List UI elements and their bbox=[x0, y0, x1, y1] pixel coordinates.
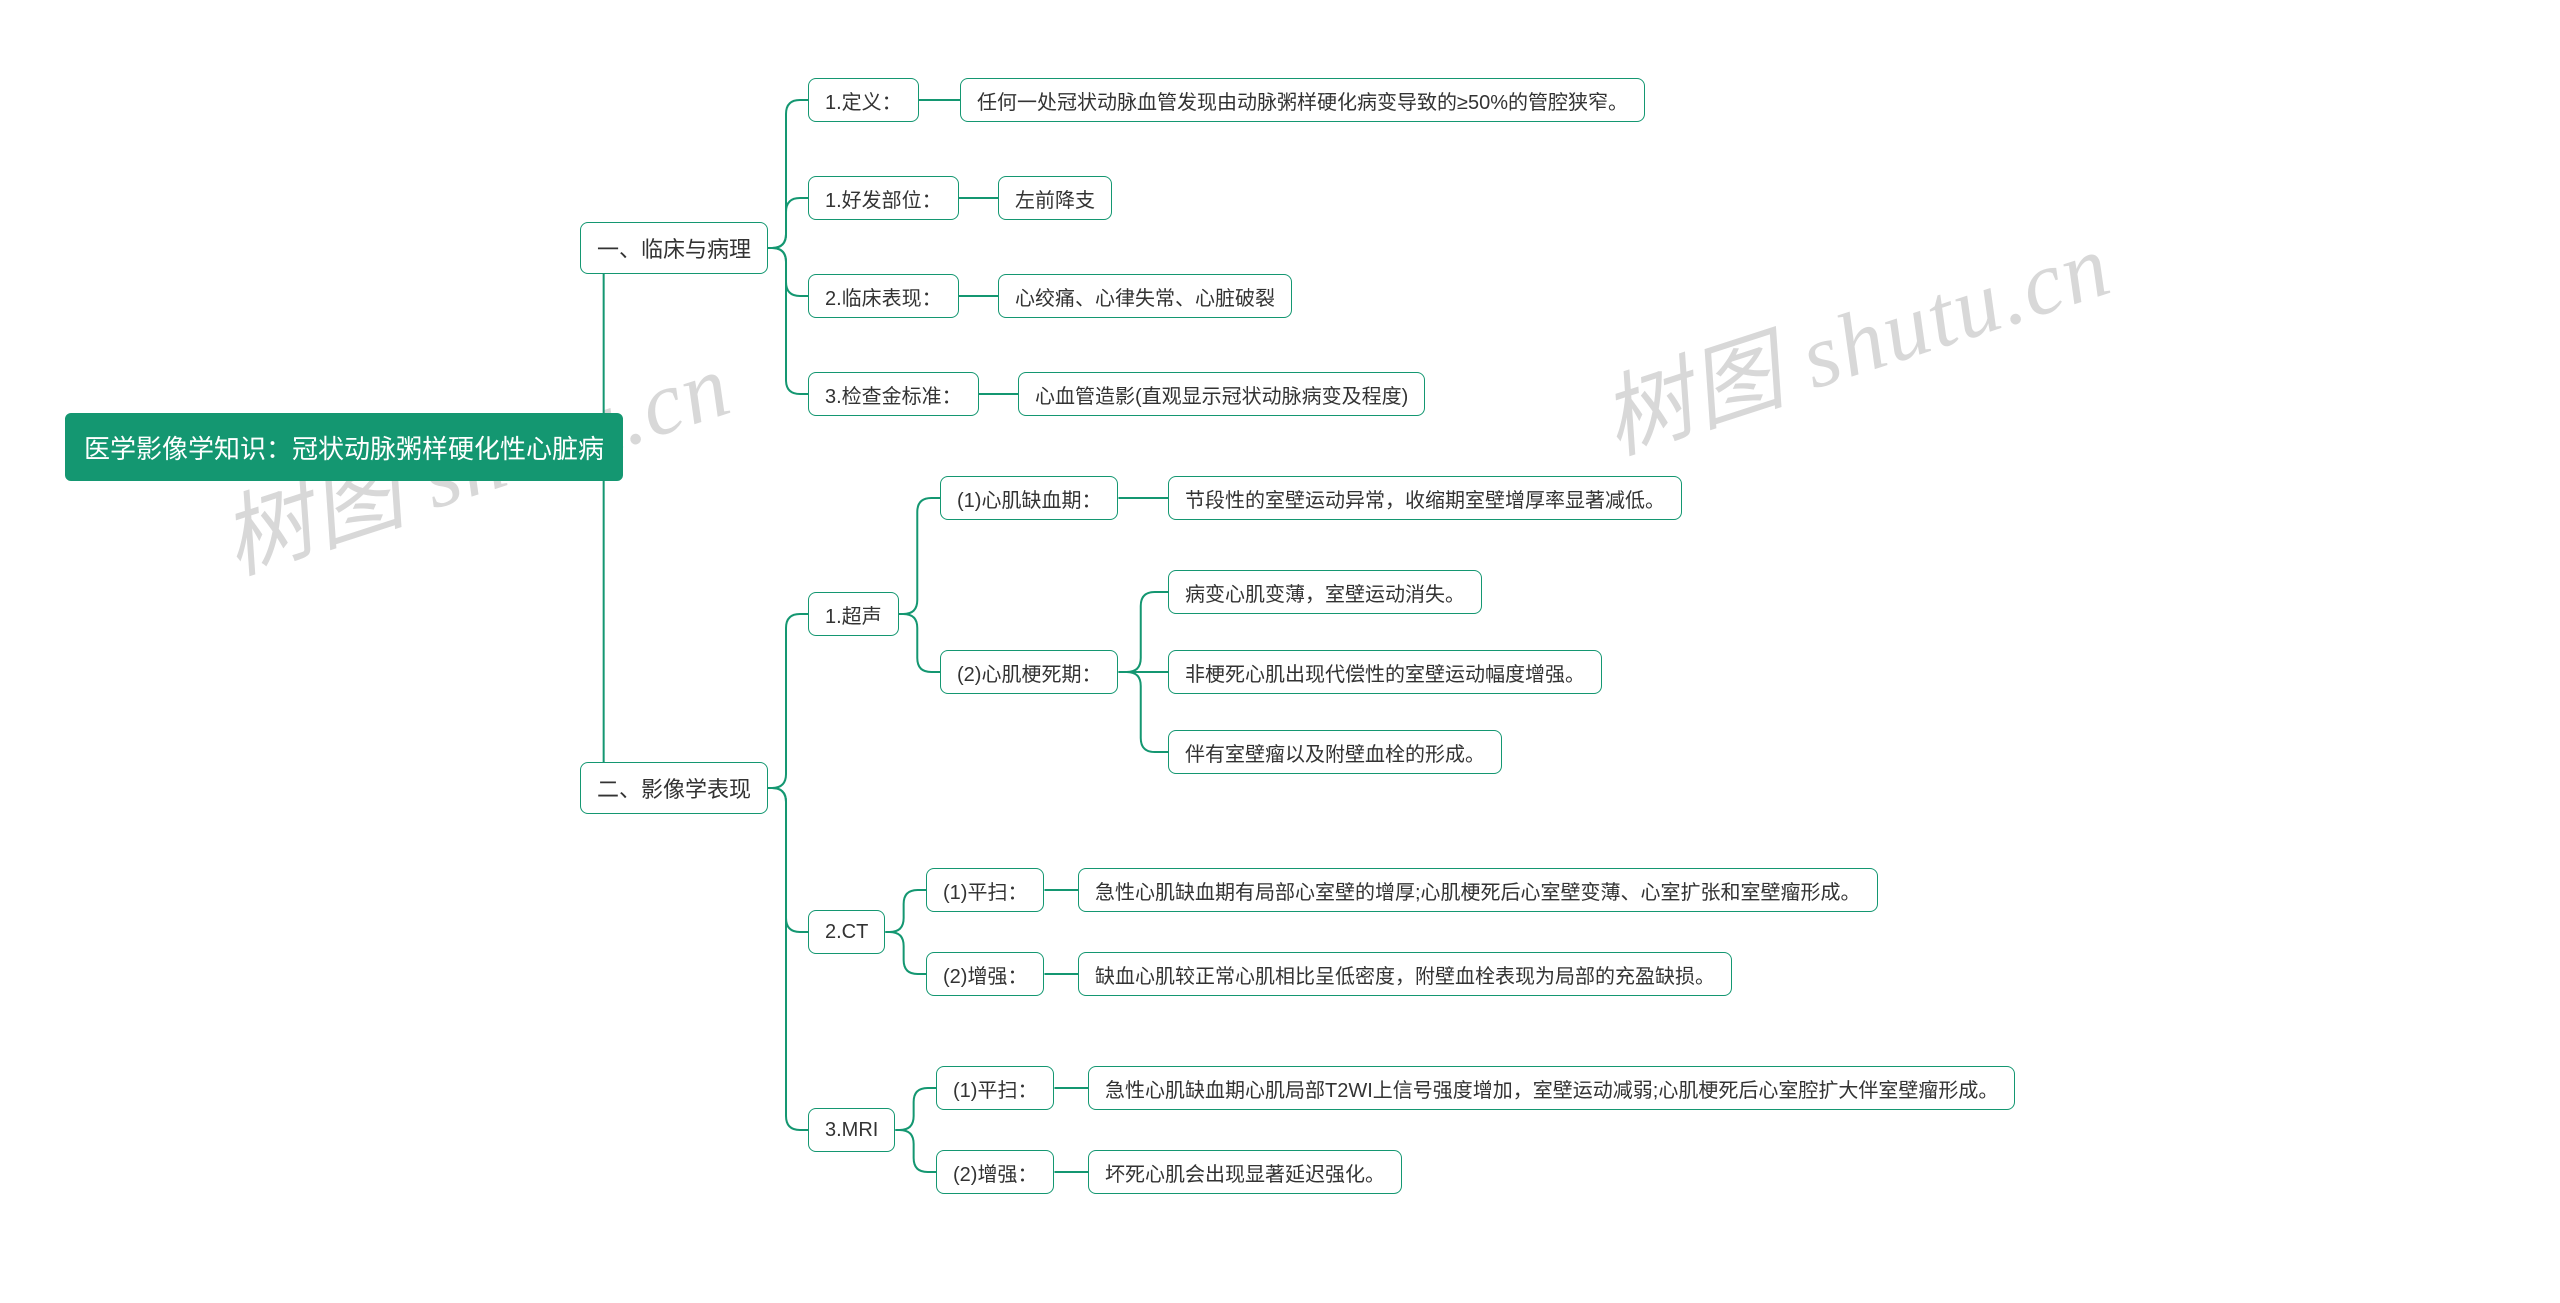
connector bbox=[1118, 592, 1168, 672]
mindmap-node-s14[interactable]: 3.检查金标准： bbox=[808, 372, 979, 416]
connector bbox=[768, 614, 808, 788]
connector bbox=[768, 198, 808, 248]
mindmap-node-m222[interactable]: (2)增强： bbox=[926, 952, 1044, 996]
mindmap-node-m232[interactable]: (2)增强： bbox=[936, 1150, 1054, 1194]
mindmap-node-l14[interactable]: 心血管造影(直观显示冠状动脉病变及程度) bbox=[1018, 372, 1425, 416]
connector bbox=[899, 614, 940, 672]
connector bbox=[885, 890, 926, 932]
connector bbox=[768, 788, 808, 932]
mindmap-node-m212[interactable]: (2)心肌梗死期： bbox=[940, 650, 1118, 694]
connector bbox=[895, 1130, 936, 1172]
mindmap-node-l232[interactable]: 坏死心肌会出现显著延迟强化。 bbox=[1088, 1150, 1402, 1194]
mindmap-node-l13[interactable]: 心绞痛、心律失常、心脏破裂 bbox=[998, 274, 1292, 318]
mindmap-node-l211[interactable]: 节段性的室壁运动异常，收缩期室壁增厚率显著减低。 bbox=[1168, 476, 1682, 520]
mindmap-node-s11[interactable]: 1.定义： bbox=[808, 78, 919, 122]
mindmap-node-l12[interactable]: 左前降支 bbox=[998, 176, 1112, 220]
mindmap-root[interactable]: 医学影像学知识：冠状动脉粥样硬化性心脏病 bbox=[65, 413, 623, 481]
mindmap-node-l221[interactable]: 急性心肌缺血期有局部心室壁的增厚;心肌梗死后心室壁变薄、心室扩张和室壁瘤形成。 bbox=[1078, 868, 1878, 912]
mindmap-node-l222[interactable]: 缺血心肌较正常心肌相比呈低密度，附壁血栓表现为局部的充盈缺损。 bbox=[1078, 952, 1732, 996]
connector bbox=[768, 788, 808, 1130]
connector bbox=[580, 447, 623, 788]
connector bbox=[768, 248, 808, 296]
mindmap-node-l11[interactable]: 任何一处冠状动脉血管发现由动脉粥样硬化病变导致的≥50%的管腔狭窄。 bbox=[960, 78, 1645, 122]
watermark-2: 树图 shutu.cn bbox=[1583, 192, 2124, 478]
connector bbox=[895, 1088, 936, 1130]
mindmap-node-m211[interactable]: (1)心肌缺血期： bbox=[940, 476, 1118, 520]
mindmap-node-s23[interactable]: 3.MRI bbox=[808, 1108, 895, 1152]
mindmap-node-s22[interactable]: 2.CT bbox=[808, 910, 885, 954]
mindmap-node-s21[interactable]: 1.超声 bbox=[808, 592, 899, 636]
mindmap-node-l212c[interactable]: 伴有室壁瘤以及附壁血栓的形成。 bbox=[1168, 730, 1502, 774]
mindmap-node-b2[interactable]: 二、影像学表现 bbox=[580, 762, 768, 814]
mindmap-node-m221[interactable]: (1)平扫： bbox=[926, 868, 1044, 912]
mindmap-node-l231[interactable]: 急性心肌缺血期心肌局部T2WI上信号强度增加，室壁运动减弱;心肌梗死后心室腔扩大… bbox=[1088, 1066, 2015, 1110]
connector bbox=[885, 932, 926, 974]
connector bbox=[768, 100, 808, 248]
mindmap-node-l212a[interactable]: 病变心肌变薄，室壁运动消失。 bbox=[1168, 570, 1482, 614]
mindmap-node-l212b[interactable]: 非梗死心肌出现代偿性的室壁运动幅度增强。 bbox=[1168, 650, 1602, 694]
connector bbox=[1118, 672, 1168, 752]
mindmap-node-b1[interactable]: 一、临床与病理 bbox=[580, 222, 768, 274]
mindmap-node-s12[interactable]: 1.好发部位： bbox=[808, 176, 959, 220]
mindmap-node-m231[interactable]: (1)平扫： bbox=[936, 1066, 1054, 1110]
connector bbox=[768, 248, 808, 394]
connector bbox=[899, 498, 940, 614]
mindmap-node-s13[interactable]: 2.临床表现： bbox=[808, 274, 959, 318]
